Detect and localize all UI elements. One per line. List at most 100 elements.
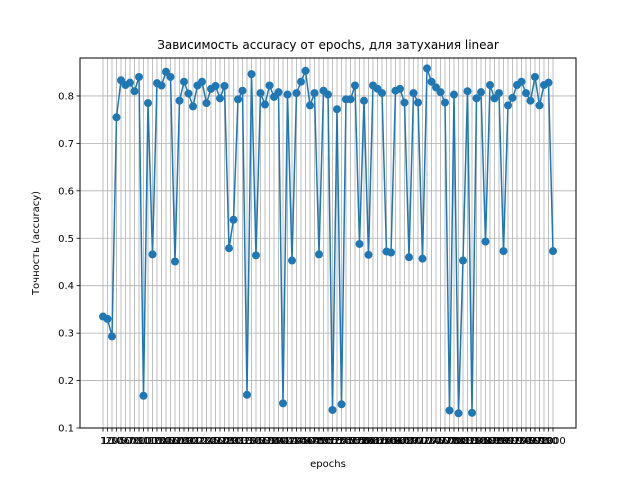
x-tick-label: 350 [251, 436, 270, 447]
data-point [225, 244, 233, 253]
x-tick-label: 880 [489, 436, 508, 447]
data-point [517, 77, 526, 86]
x-tick-label: 820 [462, 436, 481, 447]
data-point [166, 72, 175, 81]
data-point [436, 88, 445, 97]
x-tick-label: 180 [174, 436, 193, 447]
data-point [328, 405, 337, 414]
data-point [378, 89, 386, 98]
x-tick-label: 940 [516, 436, 535, 447]
x-tick-label: 570 [350, 436, 369, 447]
x-tick-label: 20 [106, 436, 119, 447]
x-tick-label: 70 [128, 436, 141, 447]
x-tick-label: 240 [201, 436, 220, 447]
x-tick-label: 430 [287, 436, 306, 447]
data-point [103, 314, 112, 323]
data-point [396, 84, 404, 93]
x-tick-label: 410 [278, 436, 297, 447]
data-point [508, 93, 517, 102]
data-point [144, 99, 152, 108]
data-point [310, 89, 319, 98]
data-point [157, 81, 166, 90]
data-point [423, 64, 431, 73]
x-tick-label: 400 [273, 436, 292, 447]
y-tick-label: 0.7 [58, 139, 74, 150]
data-point [234, 95, 242, 104]
x-tick-label: 860 [480, 436, 499, 447]
x-tick-label: 550 [341, 436, 360, 447]
x-tick-label: 310 [233, 436, 252, 447]
x-tick-label: 850 [476, 436, 495, 447]
x-tick-label: 60 [124, 436, 137, 447]
x-tick-label: 830 [467, 436, 486, 447]
data-point [459, 256, 467, 265]
data-point [229, 215, 238, 224]
data-point [247, 70, 256, 79]
x-tick-label: 540 [336, 436, 355, 447]
x-tick-label: 520 [327, 436, 346, 447]
data-point [486, 81, 494, 90]
data-point [346, 95, 355, 104]
data-point [148, 250, 157, 259]
data-point [355, 239, 364, 248]
x-tick-label: 420 [282, 436, 301, 447]
data-point [522, 89, 530, 98]
x-tick-label: 360 [255, 436, 274, 447]
data-point [414, 98, 422, 107]
x-tick-label: 840 [471, 436, 490, 447]
data-point [531, 72, 539, 81]
data-point [279, 399, 287, 408]
data-point [477, 88, 485, 97]
data-point [306, 101, 314, 110]
data-point [544, 78, 553, 87]
data-point [220, 81, 229, 90]
x-tick-label: 440 [291, 436, 310, 447]
x-tick-label: 500 [318, 436, 337, 447]
x-tick-label: 950 [521, 436, 540, 447]
x-tick-label: 910 [503, 436, 522, 447]
x-tick-label: 300 [228, 436, 247, 447]
data-point [526, 96, 535, 105]
x-tick-label: 1000 [540, 436, 565, 447]
x-tick-label: 930 [512, 436, 531, 447]
x-tick-label: 600 [363, 436, 382, 447]
x-tick-label: 40 [115, 436, 128, 447]
x-tick-label: 960 [525, 436, 544, 447]
data-point [126, 78, 134, 87]
x-tick-label: 480 [309, 436, 328, 447]
data-point [265, 81, 274, 90]
x-tick-label: 630 [377, 436, 396, 447]
x-tick-label: 100 [138, 436, 157, 447]
data-point [468, 408, 476, 417]
data-point [211, 81, 220, 90]
x-tick-label: 800 [453, 436, 472, 447]
y-axis-label: Точность (accuracy) [31, 191, 42, 296]
data-point [333, 105, 341, 114]
data-point [243, 390, 251, 399]
series [99, 64, 557, 418]
x-tick-label: 670 [395, 436, 414, 447]
data-point [238, 86, 247, 95]
x-tick-label: 870 [485, 436, 504, 447]
data-point [297, 77, 305, 86]
data-point [418, 254, 427, 263]
x-tick-label: 790 [449, 436, 468, 447]
data-point [445, 406, 454, 415]
data-point [261, 100, 269, 109]
y-tick-label: 0.5 [58, 234, 74, 245]
data-point [499, 247, 508, 256]
data-point [405, 253, 413, 262]
x-axis-label: epochs [310, 459, 346, 470]
x-tick-label: 50 [119, 436, 132, 447]
y-tick-label: 0.1 [58, 424, 74, 435]
data-point [252, 251, 260, 260]
x-tick-label: 450 [296, 436, 315, 447]
x-tick-label: 750 [431, 436, 450, 447]
x-tick-label: 740 [426, 436, 445, 447]
data-point [441, 98, 449, 107]
x-tick-label: 120 [147, 436, 166, 447]
x-tick-label: 110 [143, 436, 162, 447]
data-point [463, 87, 472, 96]
data-point [450, 90, 458, 99]
